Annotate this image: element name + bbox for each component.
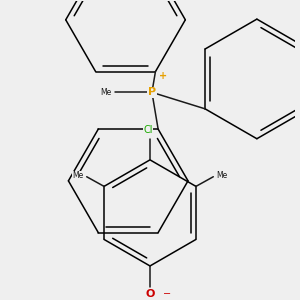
- Text: Me: Me: [216, 171, 227, 180]
- Text: Cl: Cl: [143, 125, 153, 135]
- Text: O: O: [145, 289, 155, 299]
- Text: P: P: [148, 87, 156, 97]
- Text: −: −: [163, 289, 171, 299]
- Text: Me: Me: [100, 88, 111, 97]
- Text: +: +: [159, 71, 168, 81]
- Text: Me: Me: [73, 171, 84, 180]
